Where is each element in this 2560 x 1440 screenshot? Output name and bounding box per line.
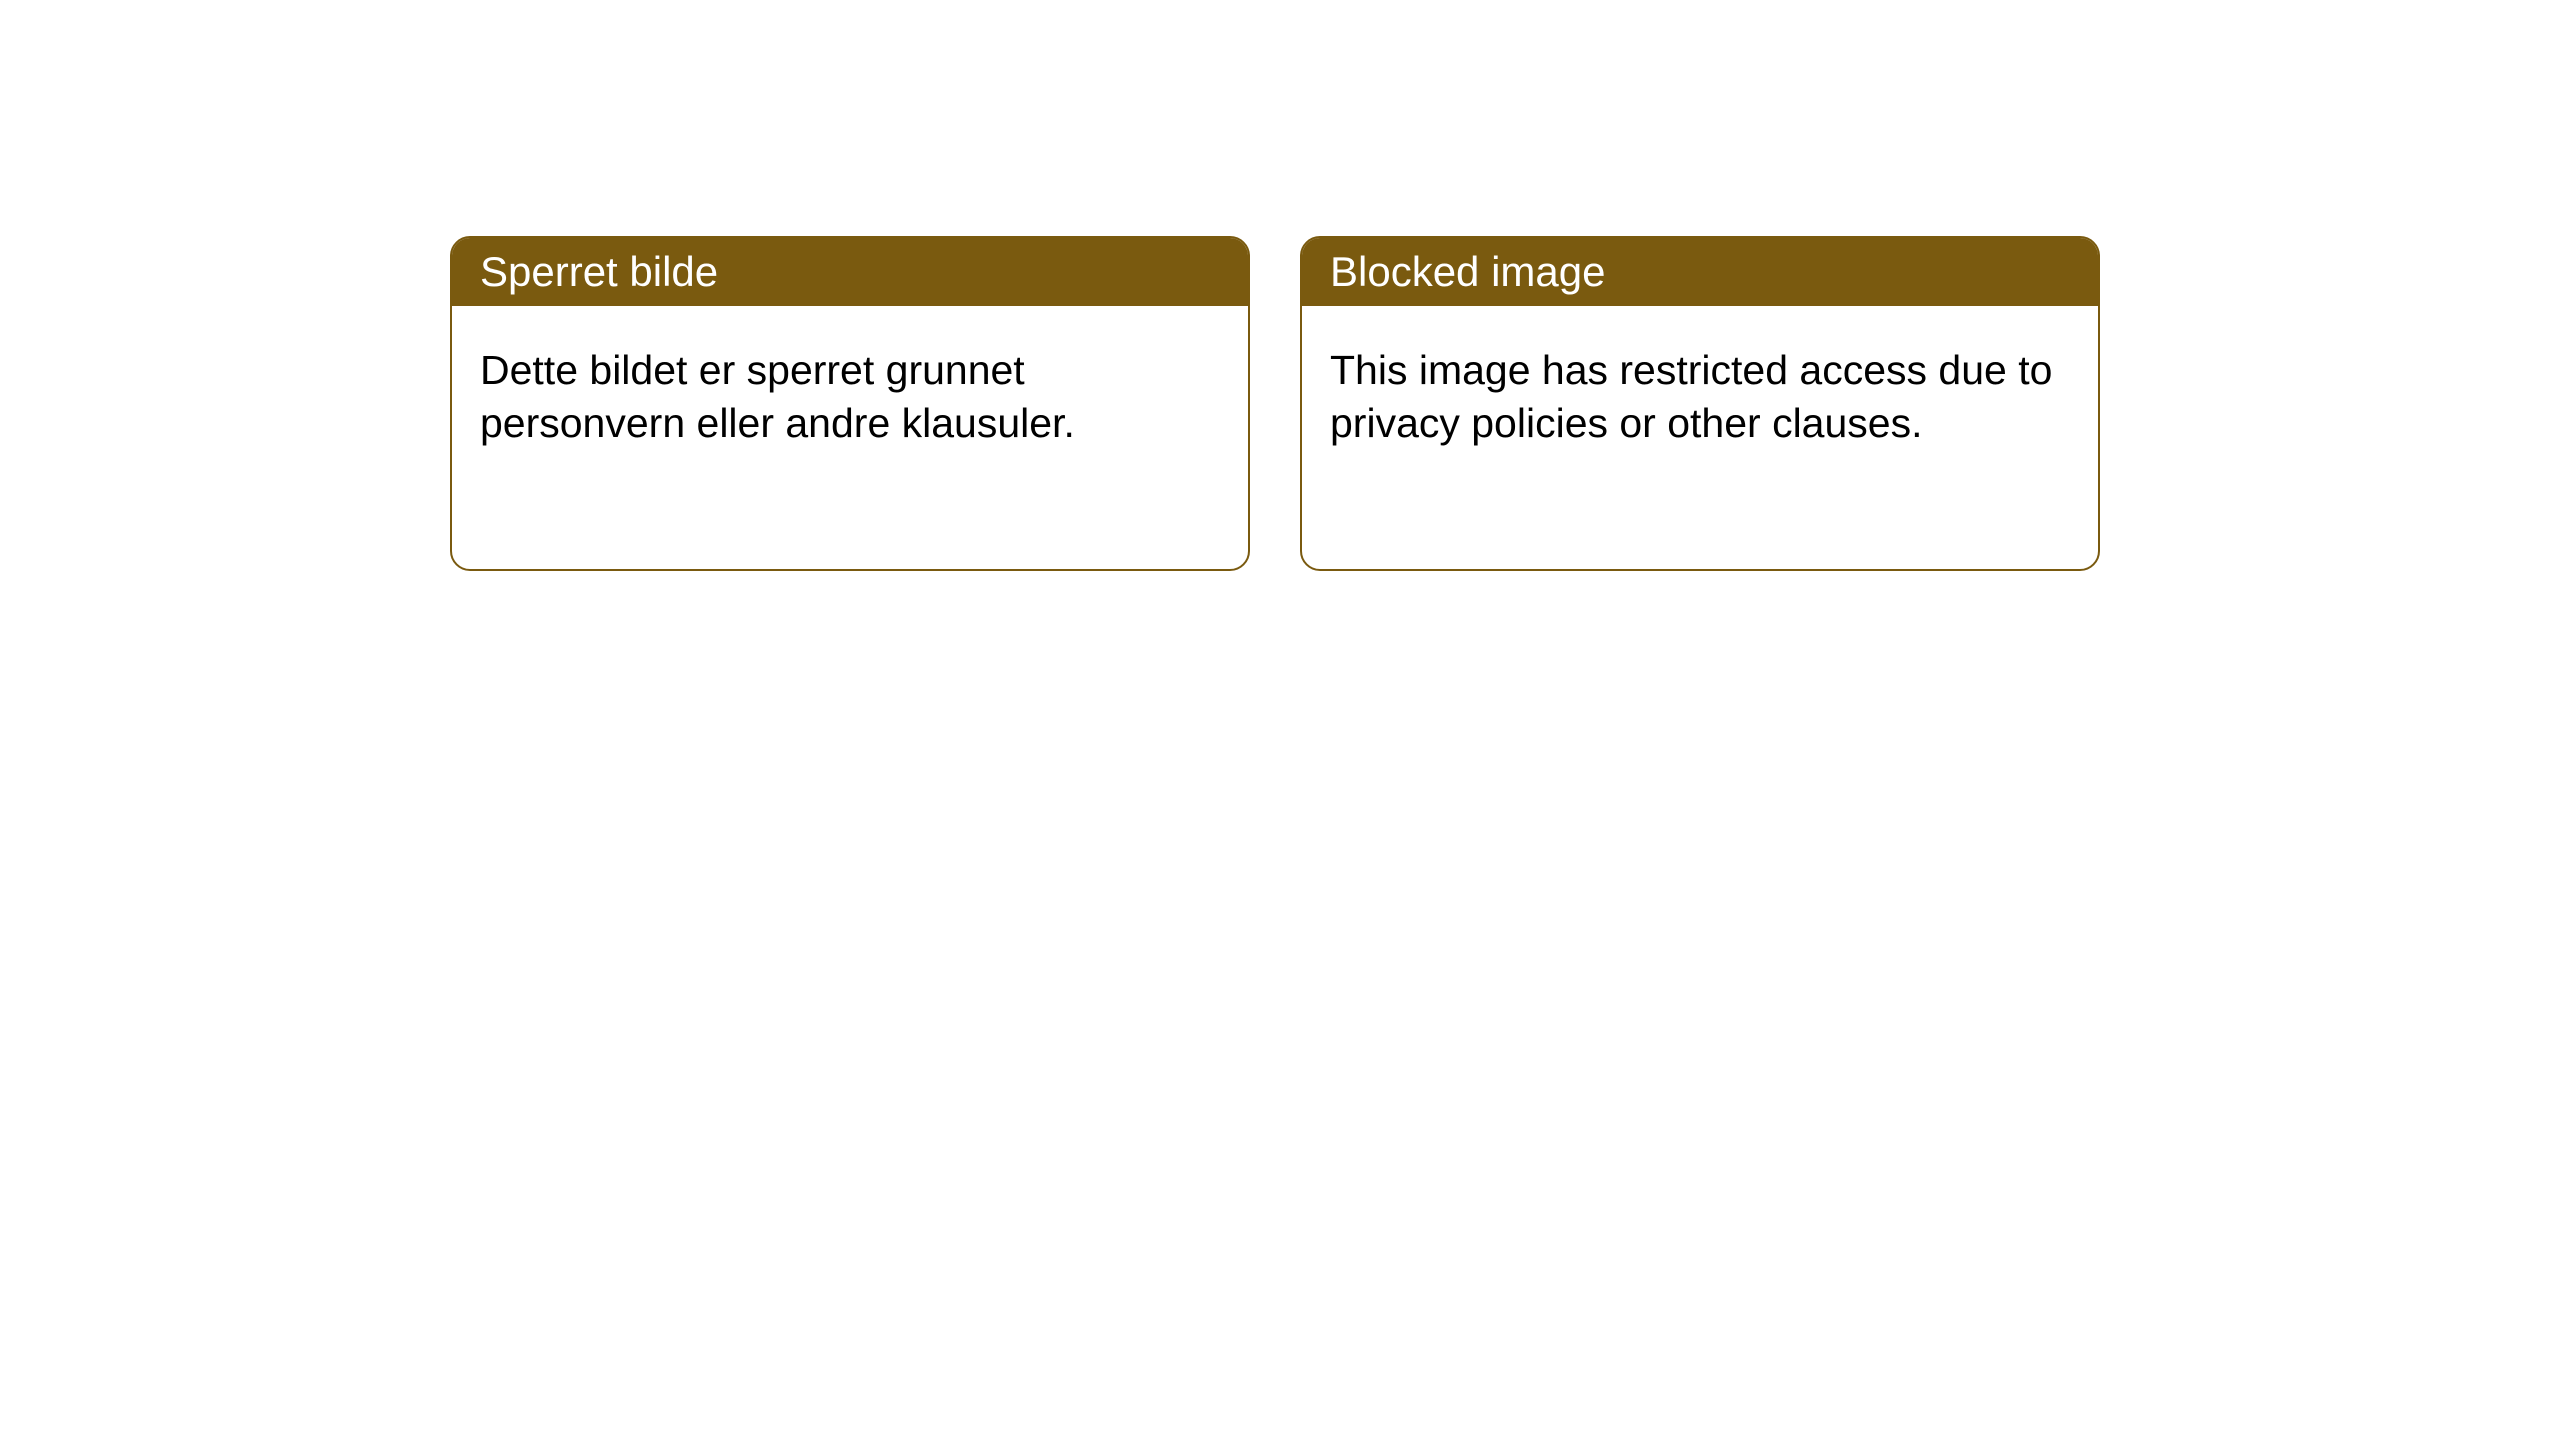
card-title-english: Blocked image xyxy=(1330,248,1605,295)
card-message-english: This image has restricted access due to … xyxy=(1330,347,2052,446)
notice-cards-container: Sperret bilde Dette bildet er sperret gr… xyxy=(0,0,2560,571)
card-message-norwegian: Dette bildet er sperret grunnet personve… xyxy=(480,347,1075,446)
card-body-english: This image has restricted access due to … xyxy=(1302,306,2098,489)
notice-card-norwegian: Sperret bilde Dette bildet er sperret gr… xyxy=(450,236,1250,571)
notice-card-english: Blocked image This image has restricted … xyxy=(1300,236,2100,571)
card-title-norwegian: Sperret bilde xyxy=(480,248,718,295)
card-body-norwegian: Dette bildet er sperret grunnet personve… xyxy=(452,306,1248,489)
card-header-english: Blocked image xyxy=(1302,238,2098,306)
card-header-norwegian: Sperret bilde xyxy=(452,238,1248,306)
